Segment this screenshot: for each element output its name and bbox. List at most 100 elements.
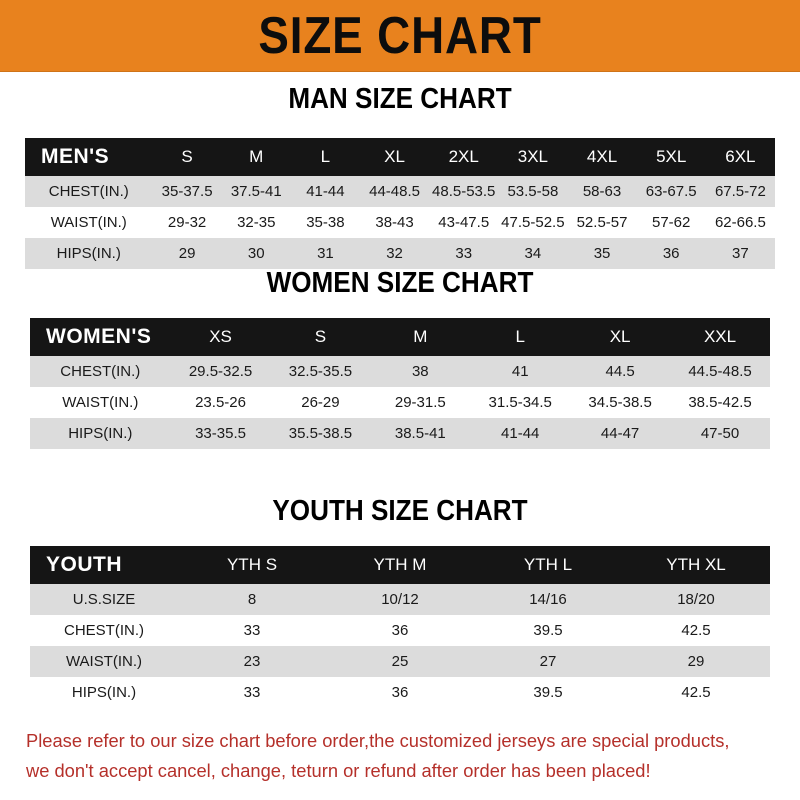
men-measurement-value: 47.5-52.5 xyxy=(501,214,565,231)
youth-size-column-header: YTH S xyxy=(226,555,278,574)
women-size-column-header: XXL xyxy=(703,327,737,346)
men-size-column-header: 4XL xyxy=(586,147,618,166)
men-measurement-value: 38-43 xyxy=(375,214,414,231)
men-measurement-value: 35-38 xyxy=(306,214,345,231)
youth-measurement-value: 36 xyxy=(391,622,409,639)
men-measurement-value: 34 xyxy=(524,245,542,262)
women-measurement-value: 44-47 xyxy=(600,425,640,442)
women-size-column-header: M xyxy=(413,327,428,346)
youth-measurement-label: HIPS(IN.) xyxy=(71,684,137,701)
men-measurement-value: 44-48.5 xyxy=(369,183,420,200)
youth-row-label-header: YOUTH xyxy=(46,553,122,576)
youth-table: YOUTH YTH S YTH M YTH L YTH XL U.S.SIZE 8 10/1… xyxy=(30,546,770,708)
youth-measurement-value: 33 xyxy=(243,622,261,639)
table-row: CHEST(IN.) 35-37.5 37.5-41 41-44 44-48.5 48.5… xyxy=(25,176,775,207)
women-table-body: CHEST(IN.) 29.5-32.5 32.5-35.5 38 41 44.5 44.5… xyxy=(30,356,770,449)
women-measurement-value: 38.5-42.5 xyxy=(688,394,752,411)
women-size-table: WOMEN'S XS S M L XL XXL CHEST(IN.) 29.5-32.5 32.… xyxy=(30,318,770,449)
youth-measurement-value: 25 xyxy=(391,653,409,670)
women-measurement-label: WAIST(IN.) xyxy=(62,394,139,411)
youth-measurement-value: 10/12 xyxy=(381,591,419,608)
women-size-column-header: XS xyxy=(209,327,232,346)
men-measurement-value: 29 xyxy=(178,245,196,262)
youth-table-body: U.S.SIZE 8 10/12 14/16 18/20 CHEST(IN.) 33 36 39… xyxy=(30,584,770,708)
men-row-label-header: MEN'S xyxy=(41,145,110,168)
page-banner: SIZE CHART xyxy=(0,0,800,72)
table-row: WAIST(IN.) 23 25 27 29 xyxy=(30,646,770,677)
men-section-title: MAN SIZE CHART xyxy=(288,83,512,115)
men-measurement-value: 37 xyxy=(732,245,749,262)
youth-measurement-value: 14/16 xyxy=(529,591,567,608)
youth-size-column-header: YTH M xyxy=(373,555,427,574)
men-measurement-value: 52.5-57 xyxy=(576,214,628,231)
women-measurement-value: 38.5-41 xyxy=(394,425,446,442)
youth-measurement-value: 27 xyxy=(539,653,557,670)
women-measurement-value: 35.5-38.5 xyxy=(288,425,353,442)
men-measurement-value: 67.5-72 xyxy=(714,183,766,200)
women-measurement-value: 41-44 xyxy=(501,425,540,442)
youth-measurement-value: 18/20 xyxy=(677,591,715,608)
men-measurement-value: 30 xyxy=(247,245,265,262)
youth-measurement-value: 39.5 xyxy=(533,622,563,639)
women-section-title: WOMEN SIZE CHART xyxy=(266,267,534,299)
youth-measurement-label: WAIST(IN.) xyxy=(65,653,143,670)
men-measurement-value: 31 xyxy=(317,245,334,262)
men-size-column-header: 3XL xyxy=(517,147,548,166)
men-size-column-header: 6XL xyxy=(725,147,756,166)
women-measurement-value: 33-35.5 xyxy=(195,425,246,442)
men-measurement-label: CHEST(IN.) xyxy=(48,183,129,200)
men-measurement-value: 33 xyxy=(455,245,473,262)
youth-measurement-label: U.S.SIZE xyxy=(72,591,136,608)
youth-measurement-value: 36 xyxy=(391,684,409,701)
table-row: HIPS(IN.) 33-35.5 35.5-38.5 38.5-41 41-44 44-… xyxy=(30,418,770,449)
table-row: WAIST(IN.) 29-32 32-35 35-38 38-43 43-47.5 47.… xyxy=(25,207,775,238)
men-table-body: CHEST(IN.) 35-37.5 37.5-41 41-44 44-48.5 48.5… xyxy=(25,176,775,269)
youth-measurement-value: 42.5 xyxy=(681,684,711,701)
women-size-column-header: XL xyxy=(609,327,631,346)
youth-measurement-value: 8 xyxy=(247,591,257,608)
men-table: MEN'S S M L XL 2XL 3XL 4XL 5XL 6XL CHEST(IN.) 35-3… xyxy=(25,138,775,269)
men-measurement-value: 32 xyxy=(386,245,403,262)
table-row: HIPS(IN.) 33 36 39.5 42.5 xyxy=(30,677,770,708)
men-table-head: MEN'S S M L XL 2XL 3XL 4XL 5XL 6XL xyxy=(25,138,775,176)
youth-measurement-value: 39.5 xyxy=(533,684,563,701)
women-measurement-value: 41 xyxy=(511,363,529,380)
men-measurement-label: WAIST(IN.) xyxy=(50,214,127,231)
order-policy-note-line-2: we don't accept cancel, change, teturn o… xyxy=(26,760,651,781)
men-measurement-value: 36 xyxy=(662,245,680,262)
youth-size-table: YOUTH YTH S YTH M YTH L YTH XL U.S.SIZE 8 10/1… xyxy=(30,546,770,708)
men-measurement-value: 35-37.5 xyxy=(161,183,213,200)
men-measurement-value: 43-47.5 xyxy=(438,214,490,231)
youth-header-row: YOUTH YTH S YTH M YTH L YTH XL xyxy=(30,546,770,584)
men-measurement-value: 62-66.5 xyxy=(714,214,766,231)
youth-measurement-value: 42.5 xyxy=(681,622,711,639)
women-measurement-label: HIPS(IN.) xyxy=(68,425,133,442)
men-size-table: MEN'S S M L XL 2XL 3XL 4XL 5XL 6XL CHEST(IN.) 35-3… xyxy=(25,138,775,269)
men-measurement-value: 41-44 xyxy=(306,183,345,200)
youth-table-head: YOUTH YTH S YTH M YTH L YTH XL xyxy=(30,546,770,584)
women-header-row: WOMEN'S XS S M L XL XXL xyxy=(30,318,770,356)
women-measurement-value: 23.5-26 xyxy=(195,394,246,411)
youth-measurement-value: 29 xyxy=(687,653,705,670)
women-measurement-value: 44.5-48.5 xyxy=(688,363,752,380)
women-table-head: WOMEN'S XS S M L XL XXL xyxy=(30,318,770,356)
women-table: WOMEN'S XS S M L XL XXL CHEST(IN.) 29.5-32.5 32.… xyxy=(30,318,770,449)
table-row: CHEST(IN.) 33 36 39.5 42.5 xyxy=(30,615,770,646)
table-row: HIPS(IN.) 29 30 31 32 33 34 35 36 37 xyxy=(25,238,775,269)
youth-measurement-label: CHEST(IN.) xyxy=(64,622,144,639)
women-measurement-value: 31.5-34.5 xyxy=(488,394,552,411)
men-header-row: MEN'S S M L XL 2XL 3XL 4XL 5XL 6XL xyxy=(25,138,775,176)
men-measurement-value: 35 xyxy=(593,245,611,262)
youth-measurement-value: 23 xyxy=(243,653,261,670)
women-measurement-value: 26-29 xyxy=(301,394,340,411)
men-size-column-header: S xyxy=(181,147,193,166)
youth-size-column-header: YTH XL xyxy=(666,555,726,574)
men-measurement-value: 53.5-58 xyxy=(507,183,559,200)
women-measurement-value: 34.5-38.5 xyxy=(588,394,652,411)
men-measurement-label: HIPS(IN.) xyxy=(56,245,121,262)
women-measurement-value: 29.5-32.5 xyxy=(188,363,253,380)
table-row: WAIST(IN.) 23.5-26 26-29 29-31.5 31.5-34.5 34… xyxy=(30,387,770,418)
men-size-column-header: M xyxy=(249,147,264,166)
men-size-column-header: L xyxy=(320,147,331,166)
women-measurement-value: 32.5-35.5 xyxy=(288,363,353,380)
